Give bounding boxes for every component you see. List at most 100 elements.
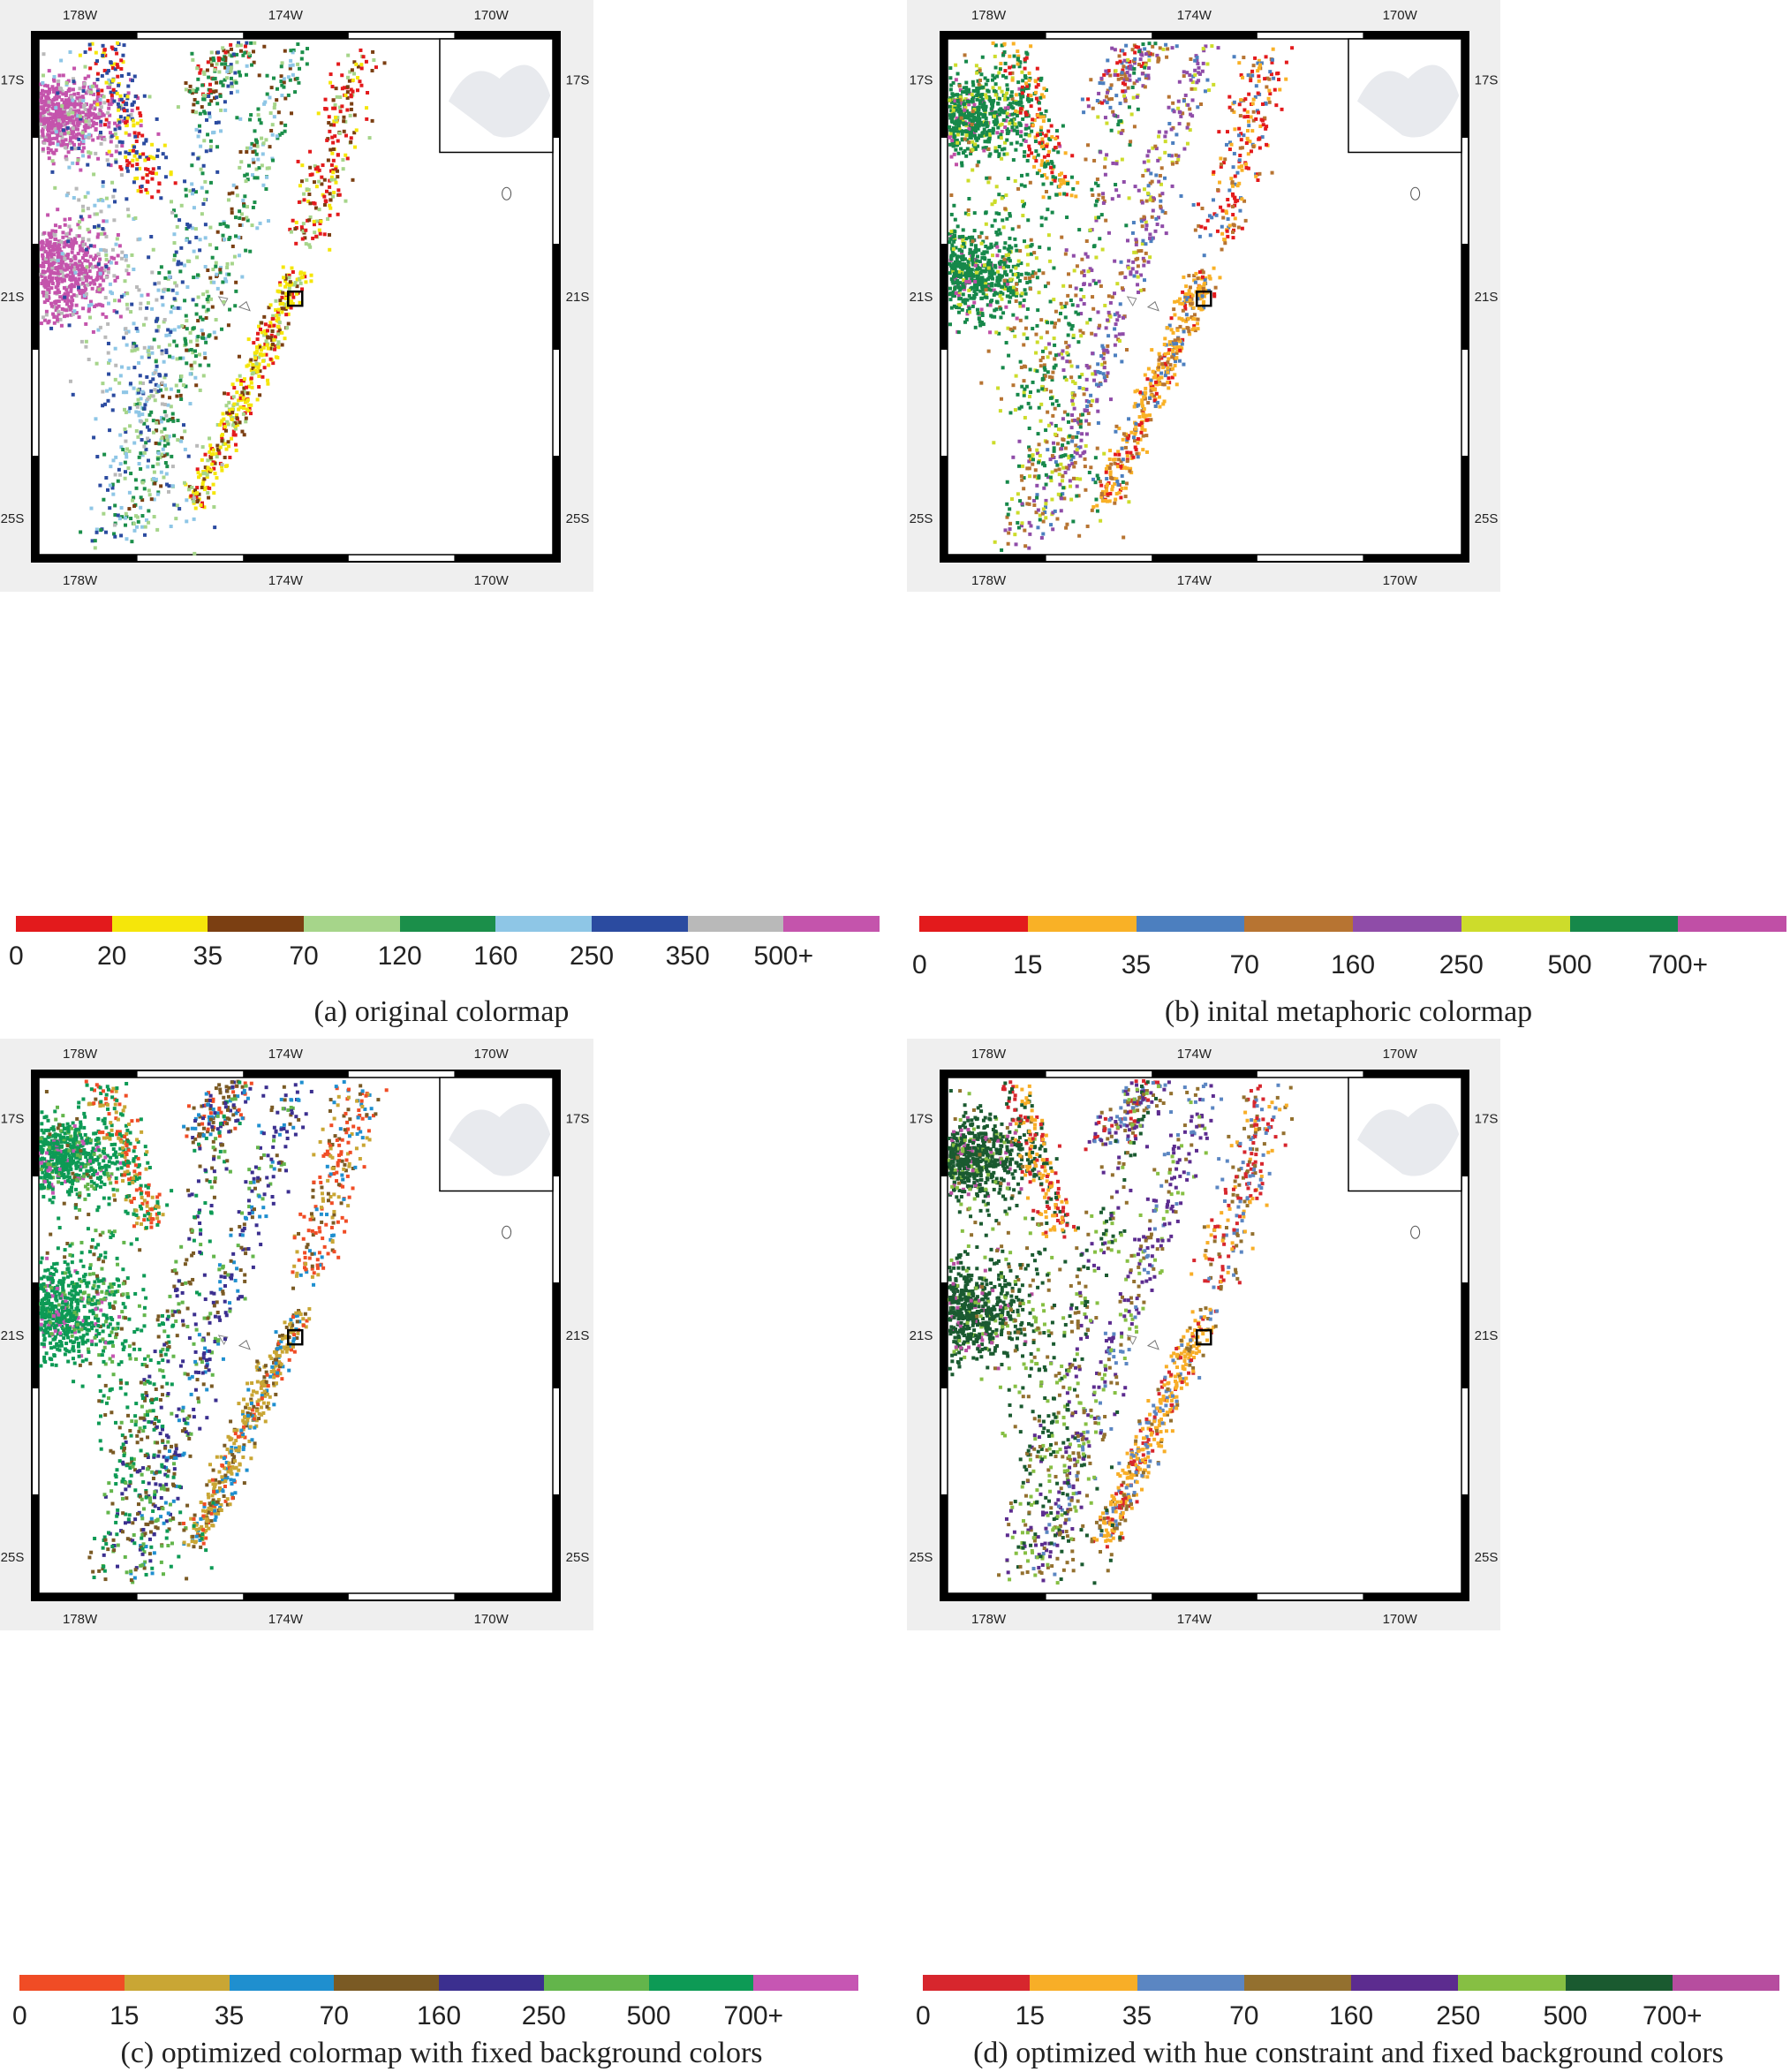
bottom-lon-label: 178W [971,573,1007,588]
right-lat-label: 25S [1475,1550,1499,1565]
earthquake-points [39,41,387,556]
right-lat-label: 17S [1475,1112,1499,1127]
colorbar-label: 0 [916,2001,931,2030]
colorbar-label: 0 [9,941,24,971]
top-lon-label: 170W [1383,8,1418,23]
colorbar-segment [592,916,688,932]
left-lat-label: 17S [1,1112,25,1127]
panel-caption: (b) inital metaphoric colormap [1164,995,1533,1028]
colorbar-segment [1458,1975,1566,1991]
colorbar-segment [208,916,305,932]
bottom-lon-label: 170W [474,573,510,588]
colorbar-segment [923,1975,1031,1991]
colorbar-segment [229,1975,335,1991]
colorbar-label: 35 [193,941,223,971]
colorbar-segment [495,916,593,932]
right-lat-label: 21S [1475,1328,1499,1343]
map-panel-d: 178W 174W 170W 178W 174W 170W 17S 21S 25S 17S 21S 2… [907,1039,1790,2072]
bottom-lon-label: 174W [1177,573,1212,588]
colorbar-labels: 0 20 35 70 120 160 250 350 500+ [9,941,814,972]
colorbar-label: 700+ [1648,950,1709,979]
colorbar-label: 120 [377,941,422,971]
left-lat-label: 21S [1,1328,25,1343]
colorbar-segment [439,1975,544,1991]
colorbar-segment [1027,916,1137,932]
colorbar-segment [1243,1975,1351,1991]
panel-caption: (d) optimized with hue constraint and fi… [973,2037,1724,2069]
map-panel-b: 178W 174W 170W 178W 174W 170W 17S 21S 25S 17S 21S 2… [907,0,1790,1033]
colorbar-segment [1461,916,1570,932]
colorbar-label: 70 [1229,950,1259,979]
top-lon-label: 174W [268,8,304,23]
colorbar-segment [1030,1975,1137,1991]
right-lat-label: 21S [566,290,590,305]
colorbar-label: 35 [1122,2001,1152,2030]
bottom-lon-label: 170W [1383,1612,1418,1627]
earthquake-points [948,41,1295,552]
colorbar-segment [1136,916,1245,932]
colorbar [16,916,880,932]
left-lat-label: 25S [1,1550,25,1565]
top-lon-label: 178W [63,1047,98,1062]
right-lat-label: 21S [1475,290,1499,305]
colorbar-label: 350 [665,941,710,971]
colorbar-label: 15 [1013,950,1043,979]
world-inset-landmass [1356,64,1460,138]
left-lat-label: 21S [910,1328,933,1343]
colorbar-segment [16,916,112,932]
left-lat-label: 25S [1,511,25,526]
colorbar-label: 15 [110,2001,140,2030]
colorbar-segment [304,916,400,932]
bottom-lon-label: 178W [63,573,98,588]
map-panel-a: 178W 174W 170W 178W 174W 170W 17S 21S 25S 17S 21S 2… [0,0,883,1033]
map-svg: 178W 174W 170W 178W 174W 170W 17S 21S 25S 17S 21S 2… [0,0,593,592]
colorbar [923,1975,1779,1991]
colorbar-label: 15 [1015,2001,1045,2030]
left-lat-label: 25S [910,511,933,526]
earthquake-points [39,1079,389,1584]
top-lon-label: 178W [971,8,1007,23]
colorbar-segment [1137,1975,1244,1991]
colorbar-label: 250 [521,2001,566,2030]
colorbar-label: 500 [1543,2001,1588,2030]
colorbar-label: 35 [1121,950,1152,979]
right-lat-label: 17S [1475,73,1499,88]
colorbar [19,1975,858,1991]
top-lon-label: 170W [474,1047,510,1062]
colorbar-segment [1569,916,1679,932]
colorbar-segment [1351,1975,1459,1991]
bottom-lon-label: 174W [268,573,304,588]
top-lon-label: 170W [474,8,510,23]
left-lat-label: 17S [1,73,25,88]
colorbar-segment [687,916,784,932]
highlight-box [1196,290,1212,307]
top-lon-label: 170W [1383,1047,1418,1062]
world-inset-landmass [448,64,551,138]
colorbar-segment [1565,1975,1673,1991]
world-inset-landmass [448,1103,551,1176]
colorbar-segment [648,1975,754,1991]
colorbar-segment [1353,916,1461,932]
top-lon-label: 178W [971,1047,1007,1062]
colorbar-label: 500+ [753,941,814,971]
right-lat-label: 17S [566,1112,590,1127]
bottom-lon-label: 174W [1177,1612,1212,1627]
left-lat-label: 21S [1,290,25,305]
left-lat-label: 21S [910,290,933,305]
bottom-lon-label: 178W [971,1612,1007,1627]
right-lat-label: 17S [566,73,590,88]
highlight-box [1196,1328,1212,1346]
colorbar-label: 70 [319,2001,349,2030]
colorbar-segment [1672,1975,1779,1991]
right-lat-label: 25S [566,1550,590,1565]
colorbar-label: 160 [1330,950,1376,979]
colorbar-segment [124,1975,230,1991]
map-svg: 178W 174W 170W 178W 174W 170W 17S 21S 25S 17S 21S 2… [907,1039,1500,1630]
colorbar-label: 20 [96,941,127,971]
colorbar-label: 500 [1547,950,1592,979]
colorbar-labels: 0 15 35 70 160 250 500 700+ [12,2001,814,2031]
colorbar-label: 250 [1436,2001,1481,2030]
colorbar-segment [399,916,496,932]
bottom-lon-label: 178W [63,1612,98,1627]
panel-caption: (a) original colormap [313,995,570,1028]
